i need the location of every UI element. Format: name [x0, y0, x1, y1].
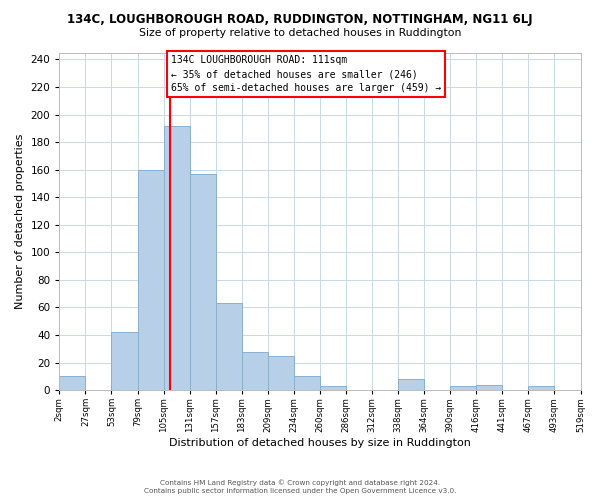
Bar	[137, 170, 164, 390]
X-axis label: Distribution of detached houses by size in Ruddington: Distribution of detached houses by size …	[169, 438, 471, 448]
Bar	[529, 386, 554, 390]
Bar	[242, 352, 268, 390]
Bar	[59, 376, 85, 390]
Text: 134C LOUGHBOROUGH ROAD: 111sqm
← 35% of detached houses are smaller (246)
65% of: 134C LOUGHBOROUGH ROAD: 111sqm ← 35% of …	[171, 56, 441, 94]
Text: 134C, LOUGHBOROUGH ROAD, RUDDINGTON, NOTTINGHAM, NG11 6LJ: 134C, LOUGHBOROUGH ROAD, RUDDINGTON, NOT…	[67, 12, 533, 26]
Bar	[450, 386, 476, 390]
Bar	[398, 379, 424, 390]
Y-axis label: Number of detached properties: Number of detached properties	[15, 134, 25, 309]
Bar	[190, 174, 215, 390]
Text: Contains HM Land Registry data © Crown copyright and database right 2024.
Contai: Contains HM Land Registry data © Crown c…	[144, 479, 456, 494]
Bar	[112, 332, 137, 390]
Bar	[215, 304, 242, 390]
Text: Size of property relative to detached houses in Ruddington: Size of property relative to detached ho…	[139, 28, 461, 38]
Bar	[164, 126, 190, 390]
Bar	[294, 376, 320, 390]
Bar	[268, 356, 294, 390]
Bar	[320, 386, 346, 390]
Bar	[476, 384, 502, 390]
